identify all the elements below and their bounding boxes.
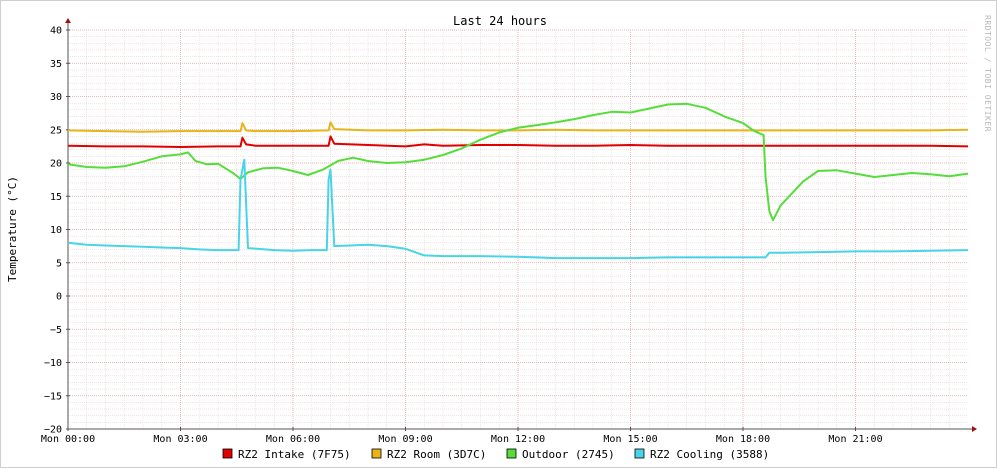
grid xyxy=(67,29,968,430)
legend-swatch xyxy=(506,448,517,459)
y-tick-label: 35 xyxy=(50,59,62,70)
y-tick-label: −15 xyxy=(44,391,62,402)
x-tick-labels: Mon 00:00 Mon 03:00 Mon 06:00 Mon 09:00 Mon … xyxy=(41,434,883,445)
legend-swatch xyxy=(634,448,645,459)
x-tick-label: Mon 03:00 xyxy=(153,434,207,445)
legend-label: RZ2 Room (3D7C) xyxy=(387,448,486,461)
y-tick-label: 25 xyxy=(50,125,62,136)
y-tick-label: 10 xyxy=(50,225,62,236)
legend-label: Outdoor (2745) xyxy=(522,448,615,461)
y-tick-label: −20 xyxy=(44,425,62,436)
legend: RZ2 Intake (7F75) RZ2 Room (3D7C) Outdoor … xyxy=(222,448,769,461)
x-tick-label: Mon 18:00 xyxy=(716,434,770,445)
y-tick-label: 15 xyxy=(50,192,62,203)
legend-label: RZ2 Intake (7F75) xyxy=(238,448,351,461)
y-tick-label: 20 xyxy=(50,159,62,170)
axes xyxy=(65,18,977,432)
y-tick-labels: 40 35 30 25 20 15 10 5 0 −5 −10 −15 −20 xyxy=(44,26,62,436)
series-line-0 xyxy=(67,135,969,148)
series-line-3 xyxy=(67,158,969,260)
series-line-2 xyxy=(67,102,969,222)
x-axis-arrow xyxy=(972,426,977,432)
x-tick-label: Mon 00:00 xyxy=(41,434,95,445)
y-tick-label: 5 xyxy=(56,258,62,269)
x-tick-label: Mon 06:00 xyxy=(266,434,320,445)
watermark: RRDTOOL / TOBI OETIKER xyxy=(983,15,992,132)
series-lines xyxy=(67,102,969,260)
legend-label: RZ2 Cooling (3588) xyxy=(650,448,769,461)
x-tick-label: Mon 12:00 xyxy=(491,434,545,445)
y-tick-label: −5 xyxy=(50,325,62,336)
legend-swatch xyxy=(371,448,382,459)
y-axis-label: Temperature (°C) xyxy=(6,176,19,282)
x-tick-label: Mon 09:00 xyxy=(378,434,432,445)
y-tick-label: 40 xyxy=(50,26,62,37)
legend-swatch xyxy=(222,448,233,459)
chart-title: Last 24 hours xyxy=(453,14,547,28)
y-axis-arrow xyxy=(65,18,71,23)
series-line-1 xyxy=(67,121,969,133)
y-tick-label: 30 xyxy=(50,92,62,103)
y-tick-label: −10 xyxy=(44,358,62,369)
y-tick-label: 0 xyxy=(56,292,62,303)
x-tick-label: Mon 21:00 xyxy=(828,434,882,445)
x-tick-label: Mon 15:00 xyxy=(603,434,657,445)
